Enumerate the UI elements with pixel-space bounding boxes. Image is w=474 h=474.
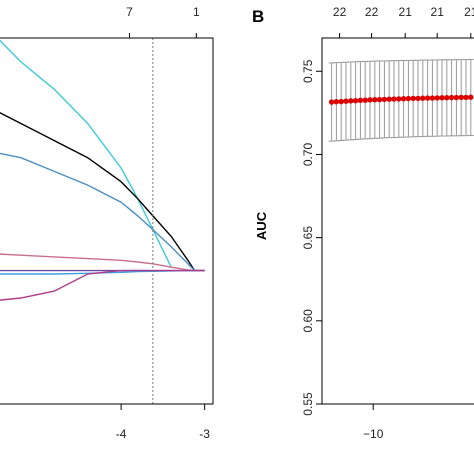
auc-point bbox=[328, 99, 335, 105]
panel-a-top-tick-label: 7 bbox=[126, 5, 133, 19]
coefficient-path-4 bbox=[0, 253, 205, 272]
auc-point bbox=[463, 94, 469, 101]
panel-b-y-tick-label: 0.55 bbox=[301, 392, 315, 416]
coefficient-path-1 bbox=[0, 39, 172, 268]
panel-b-top-tick-label: 21 bbox=[431, 5, 445, 19]
panel-a-frame bbox=[0, 37, 214, 405]
panel-a-coefficient-paths bbox=[0, 39, 205, 301]
panel-b-tag: B bbox=[252, 7, 264, 26]
auc-point bbox=[338, 98, 344, 105]
panel-b-y-tick-label: 0.60 bbox=[301, 309, 315, 333]
auc-point bbox=[410, 95, 416, 102]
coefficient-path-3 bbox=[0, 152, 205, 272]
auc-point bbox=[381, 96, 388, 103]
auc-point bbox=[420, 95, 426, 101]
auc-point bbox=[391, 96, 397, 102]
auc-point bbox=[429, 95, 436, 101]
panel-b-y-tick-label: 0.70 bbox=[301, 142, 315, 166]
auc-point bbox=[448, 94, 455, 101]
auc-point bbox=[343, 98, 349, 104]
panel-b-y-axis-label: AUC bbox=[254, 211, 269, 240]
panel-a-x-axis: -4 -3 bbox=[116, 404, 210, 441]
auc-point bbox=[362, 97, 368, 103]
auc-point bbox=[468, 94, 474, 100]
auc-point bbox=[458, 94, 464, 101]
panel-b-frame bbox=[321, 37, 474, 405]
coefficient-path-7 bbox=[0, 269, 205, 301]
coefficient-path-2 bbox=[0, 112, 205, 272]
auc-point bbox=[352, 98, 359, 104]
panel-b-y-tick-label: 0.65 bbox=[301, 226, 315, 250]
panel-b-x-tick-label: −10 bbox=[363, 427, 384, 441]
panel-a-x-tick-label: -3 bbox=[199, 427, 210, 441]
panel-b-y-axis: 0.55 0.60 0.65 0.70 0.75 bbox=[301, 59, 322, 416]
panel-b: B AUC 0.550.600.650.700.75 −10 22 22 21 21 2… bbox=[252, 5, 474, 441]
panel-b-plot-area bbox=[328, 58, 474, 142]
auc-point bbox=[386, 96, 392, 102]
panel-a-x-tick-label: -4 bbox=[116, 427, 127, 441]
panel-b-top-tick-label: 21 bbox=[399, 5, 413, 19]
panel-b-points bbox=[328, 94, 474, 105]
panel-a-plot-area bbox=[0, 38, 205, 404]
auc-point bbox=[372, 97, 378, 103]
auc-point bbox=[439, 95, 445, 101]
auc-point bbox=[424, 95, 431, 101]
auc-point bbox=[333, 99, 340, 105]
auc-point bbox=[348, 98, 354, 104]
panel-a-top-tick-label: 1 bbox=[193, 5, 200, 19]
auc-point bbox=[376, 96, 383, 103]
panel-b-top-tick-label: 22 bbox=[365, 5, 379, 19]
auc-point bbox=[444, 95, 450, 101]
auc-point bbox=[396, 96, 402, 102]
panel-b-top-axis: 22 22 21 21 21 bbox=[333, 5, 474, 38]
panel-b-top-tick-label: 21 bbox=[464, 5, 474, 19]
auc-point bbox=[400, 96, 407, 102]
auc-point bbox=[434, 95, 440, 101]
auc-point bbox=[357, 97, 364, 104]
auc-point bbox=[367, 97, 373, 103]
panel-b-x-axis: −10 bbox=[363, 404, 384, 441]
panel-b-y-tick-label: 0.75 bbox=[301, 59, 315, 83]
panel-b-top-tick-label: 22 bbox=[333, 5, 347, 19]
auc-point bbox=[415, 95, 421, 102]
auc-point bbox=[405, 95, 412, 102]
auc-point bbox=[453, 94, 460, 101]
